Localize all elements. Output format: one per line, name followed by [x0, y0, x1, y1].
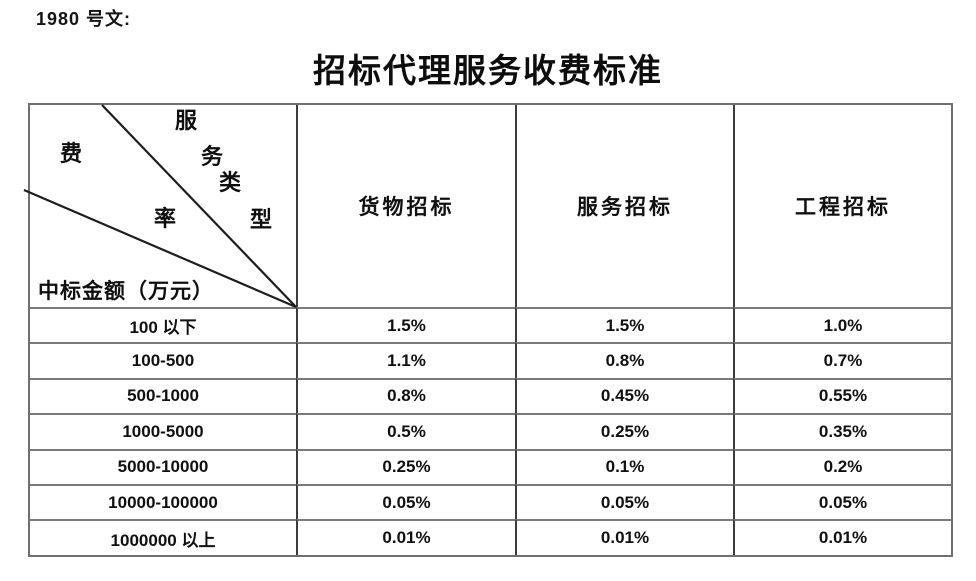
- rate-goods-cell: 0.01%: [296, 519, 515, 555]
- row-range-label: 5000-10000: [30, 448, 296, 484]
- corner-type-char-2: 务: [201, 144, 224, 169]
- rate-works-cell: 1.0%: [733, 307, 951, 343]
- rate-service-cell: 1.5%: [515, 307, 733, 343]
- rate-goods-cell: 1.1%: [296, 342, 515, 378]
- corner-amount-label: 中标金额（万元）: [38, 279, 214, 303]
- rate-service-cell: 0.01%: [515, 519, 733, 555]
- corner-type-char-4: 型: [250, 207, 273, 232]
- fee-table: 服 务 类 型 费 率 中标金额（万元） 货物招标 服务招标 工程招标 100 …: [23, 103, 953, 557]
- rate-works-cell: 0.35%: [733, 413, 951, 449]
- rate-goods-cell: 0.5%: [296, 413, 515, 449]
- rate-works-cell: 0.55%: [733, 377, 951, 414]
- rate-service-cell: 0.45%: [515, 377, 733, 414]
- rate-works-cell: 0.7%: [733, 342, 951, 378]
- rate-goods-cell: 1.5%: [296, 307, 515, 343]
- column-header-goods: 货物招标: [296, 105, 515, 307]
- rate-goods-cell: 0.25%: [296, 448, 515, 484]
- column-header-service: 服务招标: [515, 105, 733, 307]
- corner-type-char-1: 服: [175, 108, 198, 133]
- rate-works-cell: 0.05%: [733, 483, 951, 520]
- row-range-label: 10000-100000: [30, 483, 296, 519]
- page-title: 招标代理服务收费标准: [313, 54, 663, 90]
- doc-ref-label: 1980 号文:: [36, 9, 132, 29]
- corner-fee-char-1: 费: [60, 141, 83, 166]
- rate-service-cell: 0.05%: [515, 483, 733, 520]
- corner-type-char-3: 类: [219, 170, 242, 195]
- table-corner-cell: 服 务 类 型 费 率 中标金额（万元）: [23, 104, 297, 309]
- row-range-label: 100 以下: [30, 307, 296, 342]
- rate-service-cell: 0.25%: [515, 413, 733, 449]
- row-range-label: 100-500: [30, 342, 296, 377]
- row-range-label: 500-1000: [30, 377, 296, 413]
- column-header-works: 工程招标: [733, 105, 951, 307]
- rate-works-cell: 0.2%: [733, 448, 951, 484]
- diagonal-divider-lines: [23, 104, 297, 309]
- rate-goods-cell: 0.8%: [296, 377, 515, 414]
- rate-goods-cell: 0.05%: [296, 483, 515, 520]
- row-range-label: 1000000 以上: [30, 519, 296, 554]
- row-range-label: 1000-5000: [30, 413, 296, 448]
- rate-service-cell: 0.8%: [515, 342, 733, 378]
- corner-fee-char-2: 率: [154, 206, 177, 231]
- rate-service-cell: 0.1%: [515, 448, 733, 484]
- rate-works-cell: 0.01%: [733, 519, 951, 555]
